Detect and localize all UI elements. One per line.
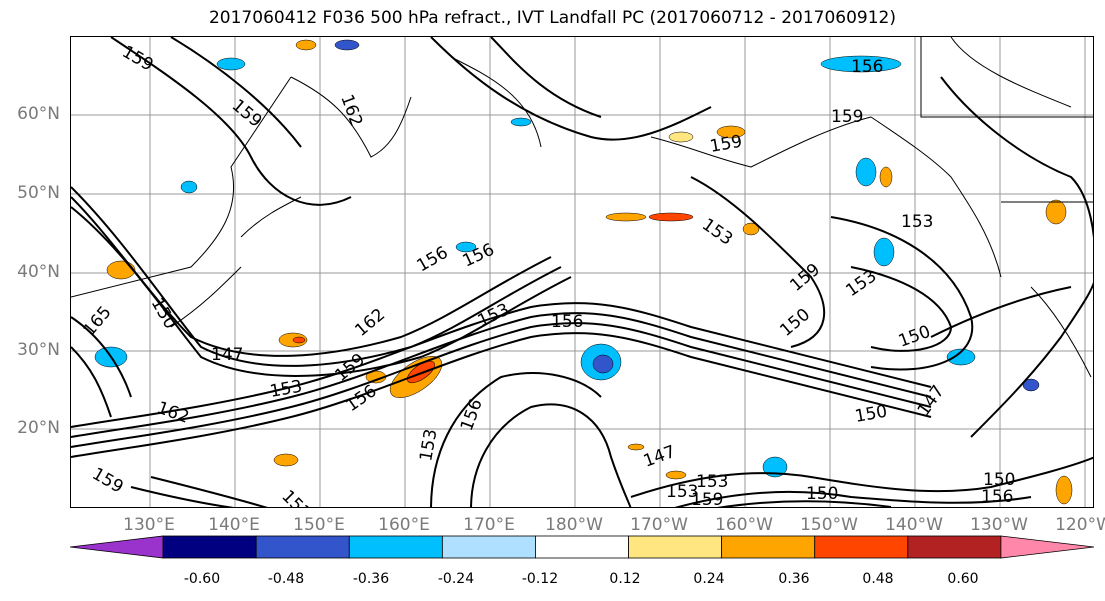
colorbar-segment <box>721 535 816 559</box>
colorbar-tick-label: 0.48 <box>862 571 894 587</box>
colorbar-segment <box>814 535 909 559</box>
colorbar-segment <box>535 535 629 559</box>
colorbar-segment <box>255 535 350 559</box>
contour-label: 165 <box>80 302 116 340</box>
refractivity-contours <box>71 37 1093 507</box>
colorbar-extend-high <box>1000 535 1094 559</box>
longitude-label: 150°W <box>800 515 858 535</box>
lat-lon-grid <box>71 37 1093 507</box>
longitude-label: 140°E <box>208 515 260 535</box>
contour-label: 162 <box>336 92 366 129</box>
latitude-label: 20°N <box>17 418 60 438</box>
latitude-label: 60°N <box>17 104 60 124</box>
contour-label: 150 <box>147 295 181 333</box>
contour-label: 147 <box>641 442 678 472</box>
contour-label: 162 <box>351 305 389 341</box>
colorbar-extend-low <box>70 535 164 559</box>
contour-label: 159 <box>89 464 127 498</box>
contour-label: 156 <box>981 487 1013 507</box>
longitude-label: 160°E <box>378 515 430 535</box>
longitude-label: 150°E <box>293 515 345 535</box>
contour-label: 153 <box>268 377 303 402</box>
colorbar-segment <box>162 535 257 559</box>
contour-label: 153 <box>842 266 880 301</box>
contour-label: 153 <box>696 472 728 492</box>
contour-label: 159 <box>831 107 863 127</box>
colorbar-tick-label: -0.24 <box>437 571 475 587</box>
shaded-anomaly-patches <box>94 39 1073 505</box>
contour-label: 153 <box>666 482 698 502</box>
contour-label: 159 <box>691 490 723 508</box>
contour-label: 156 <box>457 396 487 433</box>
colorbar-tick-label: 0.60 <box>947 571 979 587</box>
contour-label: 147 <box>211 345 243 365</box>
colorbar-tick-label: 0.36 <box>778 571 810 587</box>
colorbar-segment <box>441 535 536 559</box>
contour-label: 153 <box>277 486 314 508</box>
colorbar-tick-label: -0.36 <box>352 571 390 587</box>
contour-label: 156 <box>551 312 583 332</box>
longitude-label: 180°W <box>545 515 603 535</box>
contour-label: 159 <box>228 96 266 132</box>
longitude-label: 120°W <box>1055 515 1105 535</box>
colorbar-segment <box>907 535 1002 559</box>
colorbar-tick-label: -0.60 <box>183 571 221 587</box>
contour-label: 153 <box>698 215 736 250</box>
longitude-label: 130°W <box>970 515 1028 535</box>
longitude-label: 140°W <box>885 515 943 535</box>
latitude-label: 50°N <box>17 183 60 203</box>
contour-label: 150 <box>853 402 888 427</box>
map-canvas: 159 159 162 159 156 159 153 156 159 153 … <box>71 37 1093 508</box>
longitude-label: 160°W <box>715 515 773 535</box>
figure-title: 2017060412 F036 500 hPa refract., IVT La… <box>208 8 896 28</box>
contour-label: 150 <box>806 484 838 504</box>
contour-label: 159 <box>708 132 743 157</box>
longitude-label: 170°W <box>630 515 688 535</box>
colorbar-segment <box>348 535 443 559</box>
colorbar-tick-label: -0.48 <box>267 571 305 587</box>
colorbar-tick-label: 0.12 <box>609 571 641 587</box>
colorbar-segments <box>70 535 1094 559</box>
longitude-label: 130°E <box>123 515 175 535</box>
colorbar-segment <box>628 535 723 559</box>
colorbar-tick-label: 0.24 <box>693 571 725 587</box>
contour-label: 156 <box>851 57 883 77</box>
contour-label: 156 <box>342 381 380 416</box>
contour-label: 156 <box>414 243 452 277</box>
colorbar <box>70 535 1094 559</box>
latitude-label: 40°N <box>17 262 60 282</box>
map-panel: 159 159 162 159 156 159 153 156 159 153 … <box>70 36 1094 508</box>
colorbar-tick-label: -0.12 <box>521 571 559 587</box>
contour-label: 150 <box>983 470 1015 490</box>
contour-label: 153 <box>901 212 933 232</box>
coastlines <box>71 37 1093 378</box>
longitude-label: 170°E <box>463 515 515 535</box>
latitude-label: 30°N <box>17 340 60 360</box>
contour-label: 159 <box>331 350 369 386</box>
contour-label: 150 <box>776 305 814 341</box>
